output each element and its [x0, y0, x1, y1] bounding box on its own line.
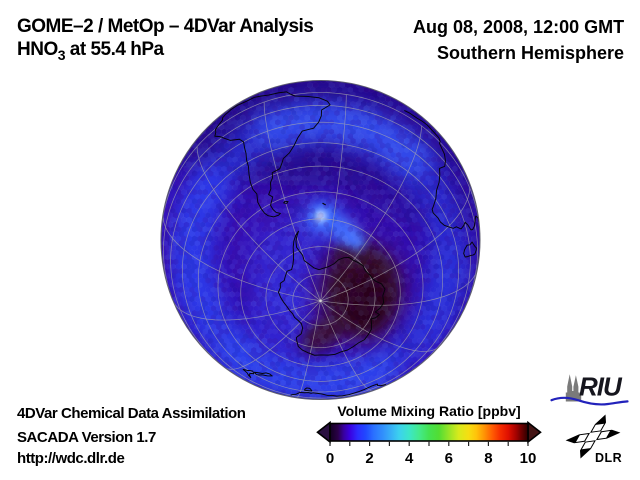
coastline-tasmania [304, 387, 313, 392]
footer-version-label: SACADA Version 1.7 [17, 429, 156, 446]
field-blob [317, 212, 324, 220]
graticule-meridian [320, 94, 347, 301]
map-limb-circle [160, 79, 481, 401]
coastline-falklands [283, 200, 289, 204]
graticule-meridian [196, 146, 321, 302]
plot-title: GOME–2 / MetOp – 4DVar Analysis [17, 16, 314, 37]
colorbar-tick-label: 0 [326, 450, 334, 467]
graticule-meridian [320, 268, 478, 306]
hex-texture [161, 80, 480, 400]
coastlines [214, 91, 480, 397]
graticule-meridian [172, 300, 321, 321]
datetime-label: Aug 08, 2008, 12:00 GMT [412, 17, 624, 37]
graticule-meridian [224, 300, 321, 370]
footer-assimilation-label: 4DVar Chemical Data Assimilation [17, 405, 246, 422]
graticule-meridian [320, 300, 440, 352]
graticule-parallel [163, 104, 478, 313]
hex-texture [161, 80, 480, 400]
coastline-africa [404, 110, 480, 231]
species-subscript: 3 [57, 47, 66, 63]
colorbar-tick-label: 4 [405, 450, 414, 467]
graticule-meridian [162, 216, 321, 302]
coastline-antarctica [277, 230, 386, 356]
dlr-star-cells [576, 423, 610, 450]
coastline-nz-south [253, 371, 273, 377]
graticule-meridian [320, 125, 422, 302]
riu-cathedral-icon [565, 374, 582, 402]
species-level-label: HNO3 at 55.4 hPa [17, 39, 164, 63]
dlr-star-icon [565, 414, 621, 459]
coastline-australia [290, 383, 387, 397]
coastline-madagascar [463, 241, 477, 258]
riu-swoosh-icon [550, 396, 629, 406]
graticule-meridian [296, 300, 321, 399]
footer-url: http://wdc.dlr.de [17, 450, 125, 467]
colorbar-gradient-bar [329, 422, 529, 442]
graticule [161, 92, 480, 399]
field-blob [251, 222, 319, 314]
colorbar-tick-label: 2 [365, 450, 373, 467]
south-pole-dot [319, 299, 322, 303]
colorbar-title: Volume Mixing Ratio [ppbv] [337, 403, 521, 419]
field-blob [301, 315, 345, 353]
graticule-meridian [263, 102, 321, 301]
riu-logo: RIU [550, 372, 629, 406]
hex-texture [161, 80, 480, 400]
graticule-meridian [320, 187, 471, 302]
coastline-south-america [214, 91, 331, 218]
hemisphere-label: Southern Hemisphere [436, 43, 624, 63]
colorbar-tick-label: 6 [445, 450, 453, 467]
graticule-parallel [161, 92, 480, 239]
coastline-south-georgia [322, 202, 326, 206]
colorbar-tick-label: 8 [484, 450, 492, 467]
coastline-nz-north [242, 368, 255, 379]
riu-logo-text: RIU [579, 372, 623, 402]
dlr-logo: DLR [565, 414, 622, 465]
colorbar-tick-label: 10 [520, 450, 537, 467]
dlr-logo-text: DLR [595, 451, 622, 465]
